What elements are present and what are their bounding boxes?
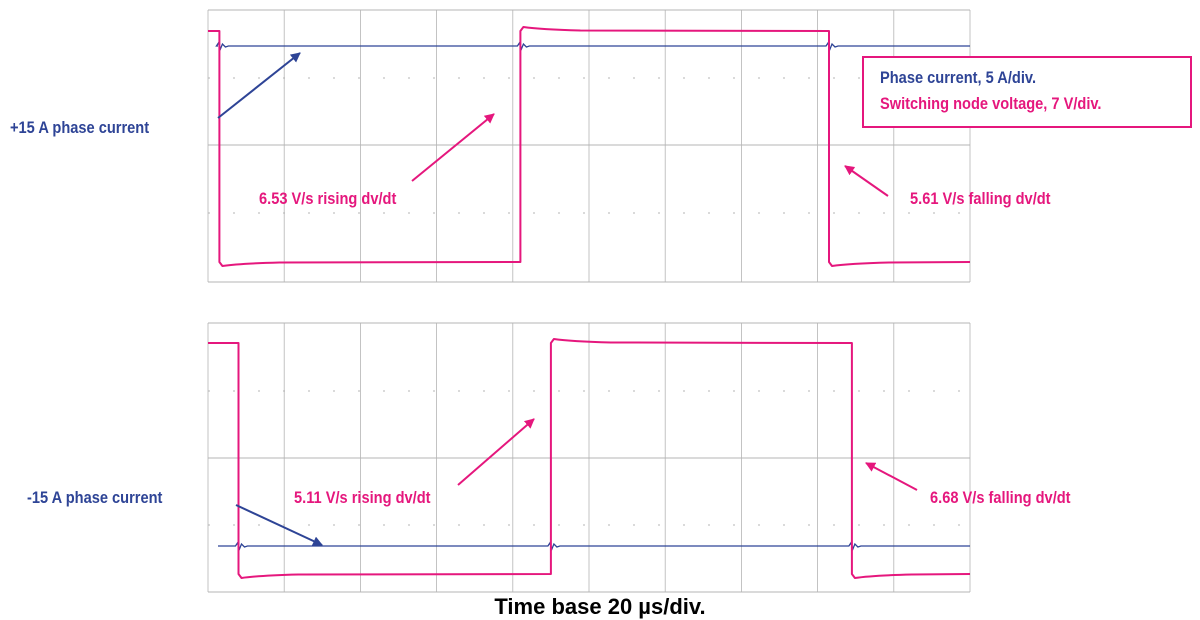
legend-phase-current: Phase current, 5 A/div. <box>880 68 1037 87</box>
label-top-rising-dvdt: 6.53 V/s rising dv/dt <box>259 189 397 208</box>
time-base-caption: Time base 20 µs/div. <box>494 594 706 619</box>
arrow-bottom-phase-current <box>235 504 323 546</box>
arrow-top-falling <box>844 165 889 197</box>
series-switching-voltage-line <box>208 338 971 579</box>
series-phase-current-line <box>218 541 970 551</box>
legend-switching-voltage: Switching node voltage, 7 V/div. <box>880 94 1102 113</box>
series-phase-current-line <box>215 41 970 51</box>
label-top-phase-current: +15 A phase current <box>10 118 150 137</box>
arrow-bottom-falling <box>865 462 918 491</box>
label-bottom-falling-dvdt: 6.68 V/s falling dv/dt <box>930 488 1071 507</box>
arrow-top-rising <box>411 113 495 182</box>
series-switching-voltage-line <box>208 26 971 267</box>
arrow-top-phase-current <box>217 52 301 119</box>
bottom-waveform-panel <box>207 322 971 593</box>
label-top-falling-dvdt: 5.61 V/s falling dv/dt <box>910 189 1051 208</box>
label-bottom-phase-current: -15 A phase current <box>27 488 163 507</box>
annotation-arrows <box>217 52 918 546</box>
arrow-bottom-rising <box>457 418 535 486</box>
top-waveform-panel <box>207 9 971 283</box>
legend-box: Phase current, 5 A/div. Switching node v… <box>862 56 1192 128</box>
label-bottom-rising-dvdt: 5.11 V/s rising dv/dt <box>294 488 431 507</box>
